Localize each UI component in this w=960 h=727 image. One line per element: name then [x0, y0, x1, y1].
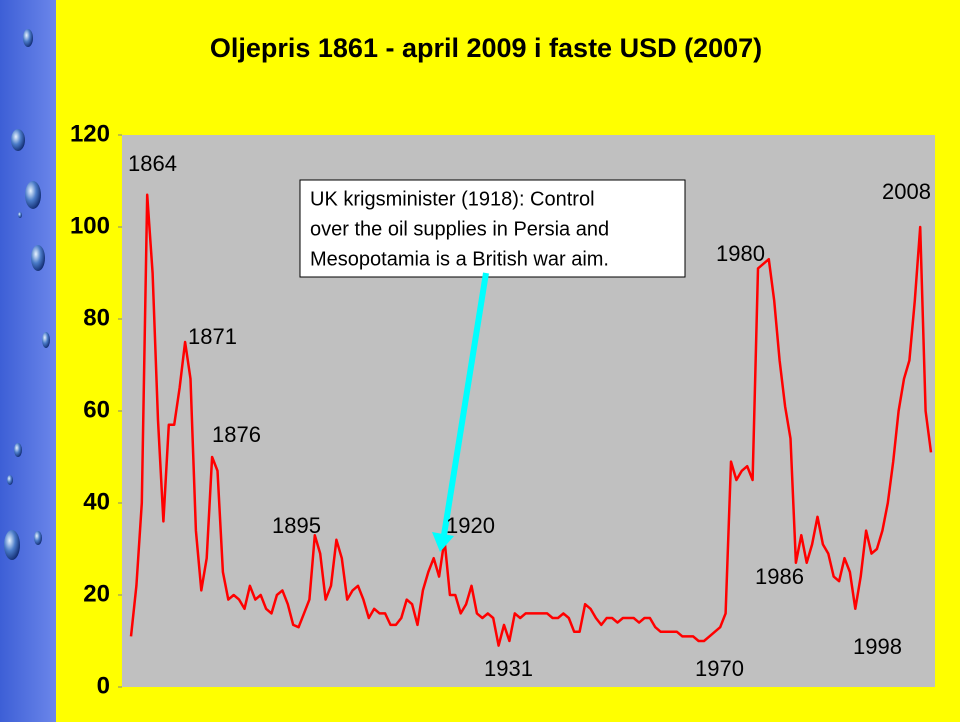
callout-arrow — [432, 272, 489, 552]
year-annotation: 1864 — [128, 151, 177, 176]
year-annotation: 1980 — [716, 241, 765, 266]
y-tick-label: 80 — [83, 304, 110, 331]
y-tick-label: 60 — [83, 396, 110, 423]
y-tick-label: 20 — [83, 580, 110, 607]
year-annotation: 1871 — [188, 324, 237, 349]
callout-line: over the oil supplies in Persia and — [310, 218, 609, 240]
year-annotation: 2008 — [882, 179, 931, 204]
callout-line: Mesopotamia is a British war aim. — [310, 248, 609, 270]
chart-title: Oljepris 1861 - april 2009 i faste USD (… — [210, 33, 762, 63]
y-tick-label: 100 — [70, 212, 110, 239]
y-tick-label: 40 — [83, 488, 110, 515]
year-annotation: 1986 — [755, 564, 804, 589]
droplets — [4, 29, 50, 560]
y-tick-label: 0 — [97, 672, 110, 699]
year-annotation: 1931 — [484, 656, 533, 681]
year-annotation: 1998 — [853, 634, 902, 659]
callout-box — [299, 179, 686, 278]
year-annotation: 1895 — [272, 513, 321, 538]
year-annotation: 1920 — [446, 513, 495, 538]
year-annotation: 1876 — [212, 422, 261, 447]
year-annotation: 1970 — [695, 656, 744, 681]
side-strip — [0, 0, 56, 722]
price-line — [129, 193, 933, 647]
callout-line: UK krigsminister (1918): Control — [310, 188, 595, 210]
y-tick-label: 120 — [70, 120, 110, 147]
